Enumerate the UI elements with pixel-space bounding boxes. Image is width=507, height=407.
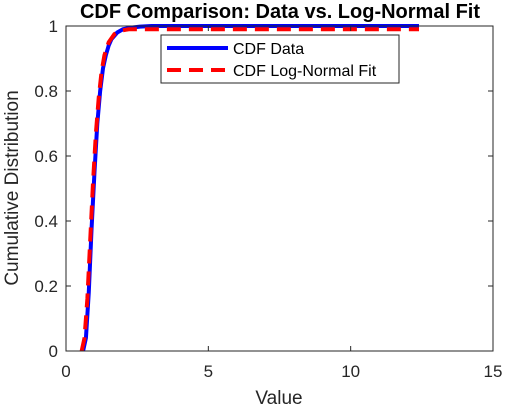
legend-label-lognormal-fit: CDF Log-Normal Fit [233, 63, 377, 80]
x-axis-label: Value [255, 388, 302, 407]
y-tick-label: 0.6 [34, 147, 58, 166]
x-tick-label: 5 [204, 362, 213, 381]
axes-box [65, 25, 494, 352]
y-axis-label: Cumulative Distribution [2, 90, 23, 285]
y-tick-label: 0.2 [34, 277, 58, 296]
y-tick-label: 0.8 [34, 82, 58, 101]
y-tick-label: 1 [49, 17, 58, 36]
ticks-layer: 0 5 10 15 0 0.2 0.4 0.6 0.8 1 [34, 17, 502, 381]
legend-label-cdf-data: CDF Data [233, 41, 304, 58]
x-tick-label: 10 [341, 362, 360, 381]
legend: CDF Data CDF Log-Normal Fit [160, 34, 400, 84]
x-tick-label: 0 [61, 362, 70, 381]
chart-title: CDF Comparison: Data vs. Log-Normal Fit [80, 1, 480, 23]
axes-layer [65, 25, 494, 352]
series-line-lognormal-fit [79, 27, 419, 352]
legend-box [160, 34, 400, 84]
y-tick-label: 0.4 [34, 212, 58, 231]
y-tick-label: 0 [49, 342, 58, 361]
x-tick-label: 15 [484, 362, 503, 381]
